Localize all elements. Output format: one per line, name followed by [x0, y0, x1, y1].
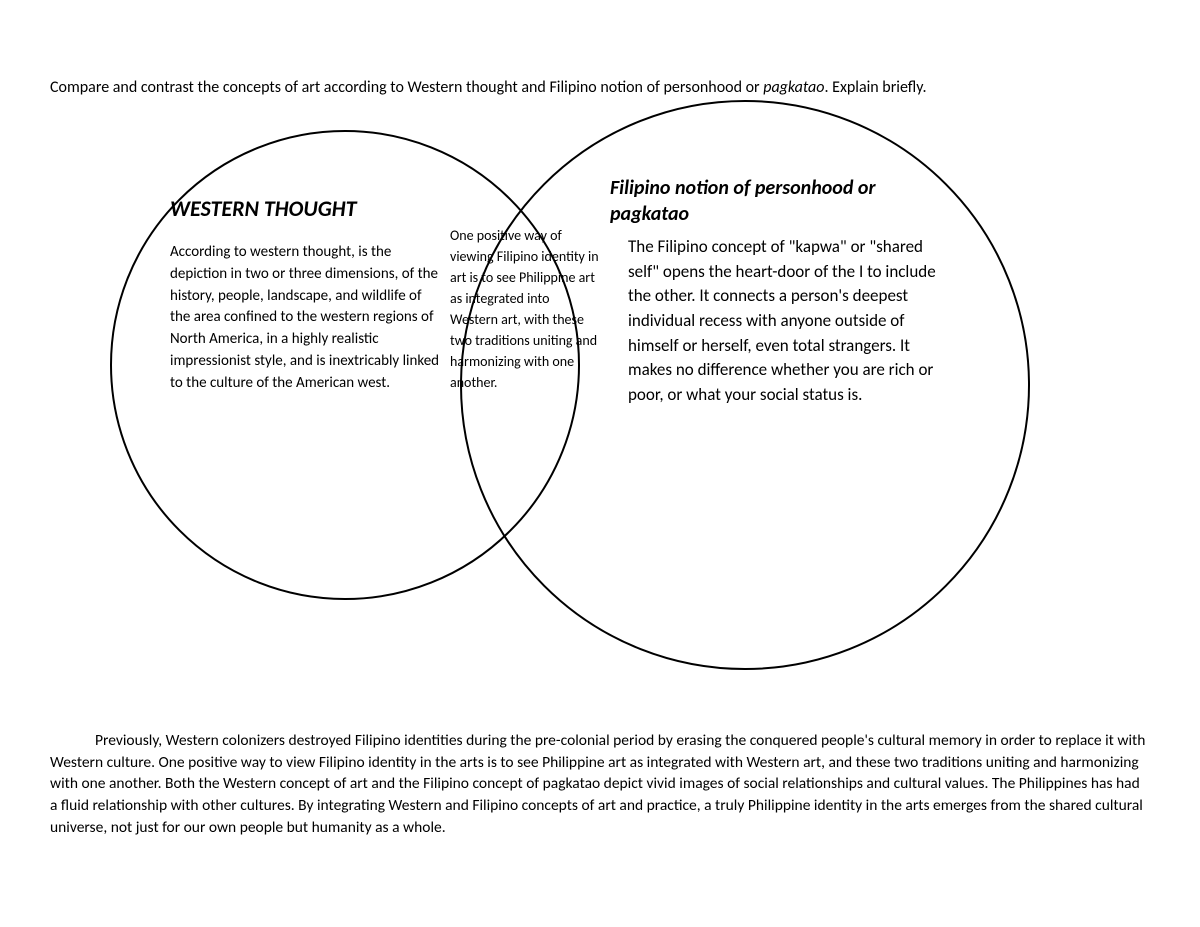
venn-left-title: WESTERN THOUGHT [170, 195, 440, 222]
prompt-after: . Explain briefly. [824, 78, 926, 97]
prompt-before: Compare and contrast the concepts of art… [50, 78, 763, 97]
prompt-text: Compare and contrast the concepts of art… [50, 78, 1150, 99]
venn-left-body: According to western thought, is the dep… [170, 242, 440, 394]
prompt-italic: pagkatao [763, 78, 824, 97]
venn-diagram: WESTERN THOUGHT According to western tho… [50, 110, 1050, 660]
venn-right-content: Filipino notion of personhood or pagkata… [610, 175, 950, 407]
bottom-paragraph: Previously, Western colonizers destroyed… [50, 730, 1150, 838]
venn-right-body: The Filipino concept of "kapwa" or "shar… [610, 235, 950, 407]
venn-right-title: Filipino notion of personhood or pagkata… [610, 175, 950, 227]
venn-middle-content: One positive way of viewing Filipino ide… [450, 225, 600, 393]
venn-left-content: WESTERN THOUGHT According to western tho… [170, 195, 440, 394]
